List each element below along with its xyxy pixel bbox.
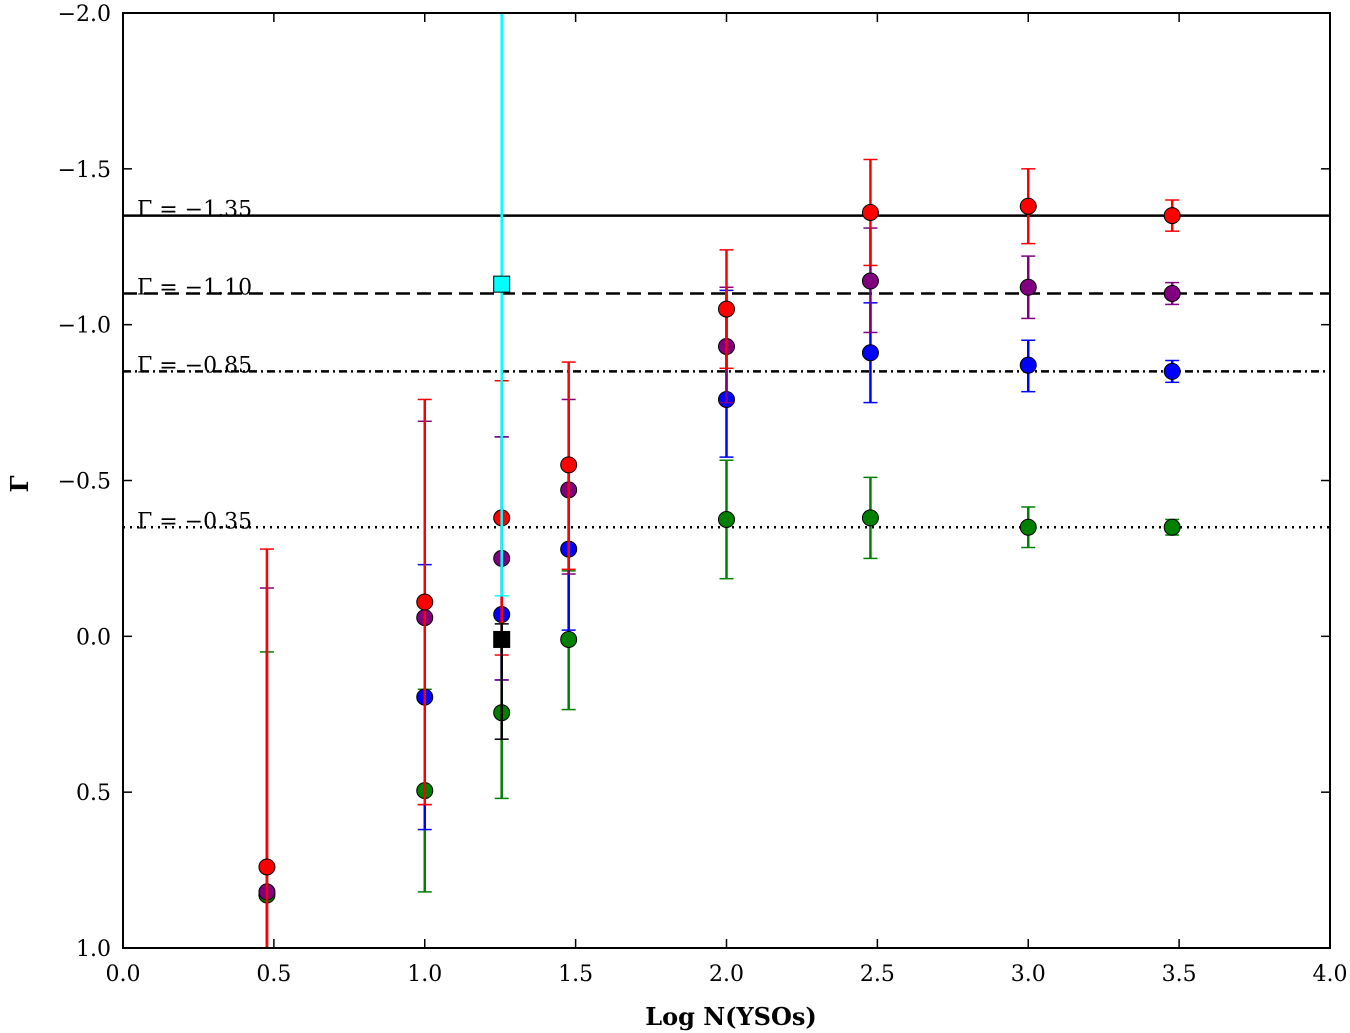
x-tick-label: 3.5 (1162, 962, 1197, 987)
data-point (1019, 197, 1037, 215)
reference-line-label: Γ = −1.35 (137, 198, 252, 223)
series-black-square (493, 623, 511, 740)
x-tick-label: 2.0 (709, 962, 744, 987)
x-axis-label: Log N(YSOs) (645, 1002, 817, 1031)
data-point (1163, 518, 1181, 536)
data-point (861, 272, 879, 290)
y-tick-label: 1.0 (76, 937, 111, 962)
data-point (861, 509, 879, 527)
data-point-square (493, 275, 511, 293)
series-cyan-square (493, 12, 511, 597)
reference-line-label: Γ = −0.85 (137, 353, 252, 378)
y-tick-label: −2.0 (58, 2, 111, 27)
data-point (1163, 362, 1181, 380)
x-axis-ticks: 0.0 0.5 1.0 1.5 2.0 2.5 3.0 3.5 4.0 (106, 13, 1348, 987)
y-tick-label: −0.5 (58, 470, 111, 495)
data-point-square (493, 630, 511, 648)
y-axis-ticks: 1.0 0.5 0.0 −0.5 −1.0 −1.5 −2.0 (58, 2, 1330, 962)
data-point (1019, 278, 1037, 296)
data-point (861, 344, 879, 362)
x-tick-label: 1.0 (407, 962, 442, 987)
y-tick-label: −1.0 (58, 314, 111, 339)
data-series (258, 12, 1181, 949)
data-point (1163, 285, 1181, 302)
y-tick-label: −1.5 (58, 158, 111, 183)
data-point (560, 630, 578, 648)
data-point (258, 858, 276, 876)
x-tick-label: 0.0 (106, 962, 141, 987)
reference-line-label: Γ = −1.10 (137, 276, 252, 301)
data-point (416, 593, 434, 611)
x-tick-label: 3.0 (1011, 962, 1046, 987)
reference-labels: Γ = −1.35 Γ = −1.10 Γ = −0.85 Γ = −0.35 (137, 198, 252, 535)
data-point (718, 300, 735, 318)
series-red (258, 158, 1181, 949)
x-tick-label: 1.5 (558, 962, 593, 987)
reference-line-label: Γ = −0.35 (137, 509, 252, 534)
data-point (718, 510, 735, 528)
x-tick-label: 0.5 (256, 962, 291, 987)
data-point (1019, 356, 1037, 374)
y-tick-label: 0.5 (76, 781, 111, 806)
data-point (560, 456, 578, 474)
y-axis-label: Γ (5, 475, 34, 492)
data-point (861, 203, 879, 221)
data-point (1019, 518, 1037, 536)
y-tick-label: 0.0 (76, 625, 111, 650)
data-point (1163, 207, 1181, 225)
x-tick-label: 2.5 (860, 962, 895, 987)
x-tick-label: 4.0 (1313, 962, 1348, 987)
